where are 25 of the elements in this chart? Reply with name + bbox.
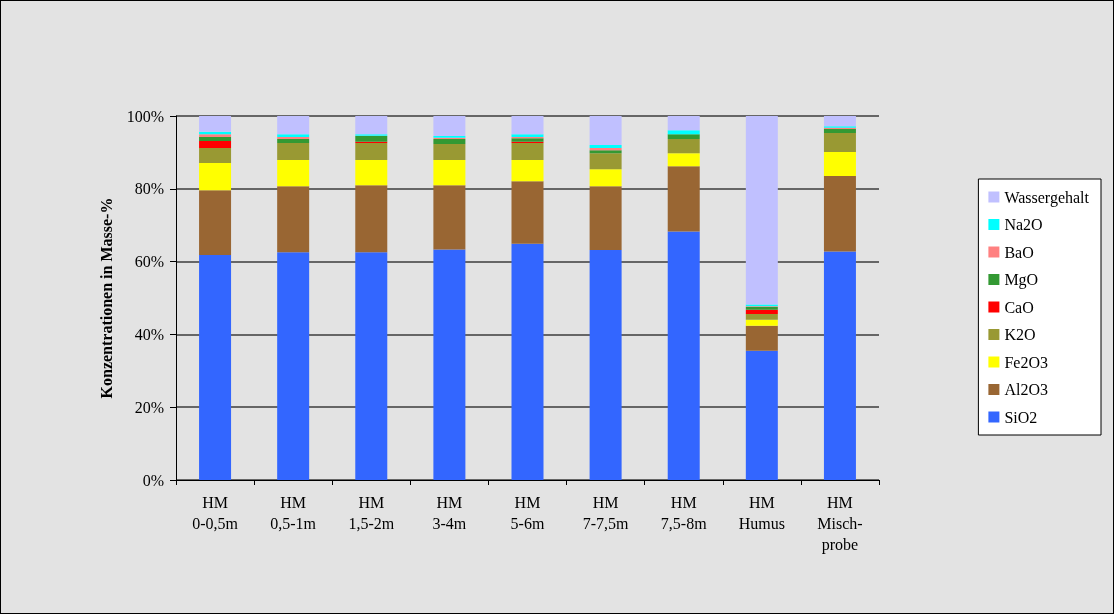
x-tick-label: HM 3-4m — [432, 494, 467, 532]
y-tick-label: 60% — [134, 253, 164, 271]
x-tick-label: HM Misch- probe — [817, 494, 863, 554]
legend-label: SiO2 — [1004, 408, 1038, 426]
legend-label: BaO — [1004, 243, 1034, 261]
x-tick-label: HM 7,5-8m — [660, 494, 708, 532]
x-tick-label: HM 5-6m — [510, 494, 545, 532]
legend-label: Fe2O3 — [1004, 353, 1048, 371]
legend-label: CaO — [1004, 298, 1034, 316]
y-tick-label: 40% — [134, 325, 164, 343]
y-tick-label: 20% — [134, 398, 164, 416]
legend-label: MgO — [1004, 271, 1039, 289]
legend-label: Wassergehalt — [1004, 188, 1090, 207]
y-tick-label: 100% — [126, 107, 164, 125]
x-tick-label: HM 1,5-2m — [348, 494, 395, 532]
x-tick-label: HM 7-7,5m — [582, 494, 630, 532]
x-tick-label: HM 0-0,5m — [192, 494, 239, 532]
legend-label: Al2O3 — [1004, 381, 1048, 398]
legend-label: K2O — [1004, 326, 1036, 343]
legend-label: Na2O — [1004, 216, 1043, 233]
x-tick-label: HM Humus — [738, 494, 785, 532]
x-tick-label: HM 0,5-1m — [270, 494, 317, 532]
y-axis-title: Konzentrationen in Masse-% — [97, 197, 115, 399]
y-tick-label: 0% — [142, 471, 164, 489]
y-tick-label: 80% — [134, 180, 164, 198]
